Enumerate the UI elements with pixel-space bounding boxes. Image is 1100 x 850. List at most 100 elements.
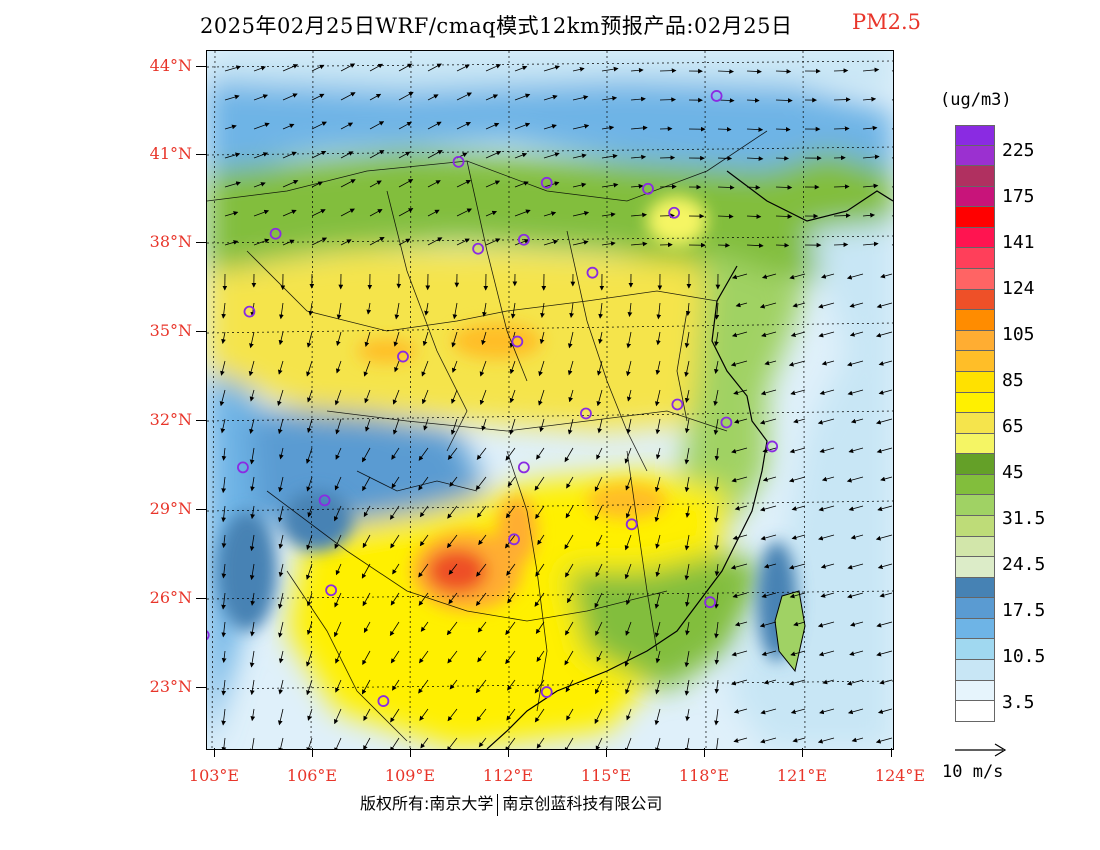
wind-arrow [880, 476, 893, 482]
city-marker [452, 155, 465, 168]
lon-tick [891, 748, 892, 757]
wind-arrow [714, 679, 720, 694]
wind-arrow [336, 302, 342, 320]
wind-arrow [311, 64, 325, 72]
wind-arrow [249, 418, 255, 435]
wind-arrow [713, 418, 719, 436]
wind-arrow [221, 505, 227, 523]
wind-arrow [278, 476, 284, 493]
wind-arrow [340, 63, 356, 72]
wind-arrow [819, 708, 835, 715]
wind-arrow [572, 153, 587, 159]
wind-arrow [362, 476, 371, 492]
colorbar-cell [955, 701, 995, 722]
wind-arrow [481, 418, 487, 431]
wind-arrow [759, 302, 777, 309]
wind-arrow [713, 360, 719, 374]
wind-arrow [278, 679, 284, 695]
wind-arrow [878, 360, 893, 366]
wind-arrow [253, 65, 266, 72]
wind-arrow [733, 708, 748, 714]
wind-arrow [655, 418, 661, 435]
wind-arrow [364, 389, 371, 404]
wind-arrow [278, 534, 284, 549]
city-marker [671, 398, 684, 411]
wind-arrow [564, 737, 574, 749]
lat-label-23: 23°N [149, 677, 192, 696]
wind-arrow [714, 708, 719, 726]
wind-arrow [630, 212, 647, 218]
wind-arrow [731, 447, 748, 454]
wind-arrow [654, 505, 661, 523]
wind-arrow [447, 505, 458, 519]
lat-tick [196, 509, 206, 510]
colorbar-cell [955, 577, 995, 599]
wind-arrow [760, 737, 777, 744]
wind-arrow [389, 621, 400, 637]
wind-arrow [596, 447, 603, 460]
lat-label-35: 35°N [149, 321, 192, 340]
wind-arrow [565, 505, 574, 519]
wind-arrow [447, 447, 458, 460]
wind-arrow [536, 447, 545, 460]
colorbar-cell [955, 515, 995, 537]
wind-arrow [627, 302, 633, 318]
wind-arrow [307, 389, 313, 403]
wind-arrow [479, 389, 487, 406]
wind-arrow [624, 447, 632, 464]
wind-arrow [393, 331, 400, 347]
wind-arrow [446, 737, 458, 749]
wind-arrow [394, 360, 400, 373]
copyright-company: 南京创蓝科技有限公司 [502, 794, 663, 813]
wind-arrow [451, 360, 458, 373]
wind-arrow [630, 154, 647, 160]
wind-arrow [334, 476, 342, 491]
wind-arrow [362, 447, 371, 463]
wind-arrow [369, 63, 384, 72]
colorbar-label: 10.5 [1002, 646, 1046, 667]
wind-arrow [456, 180, 472, 188]
colorbar-cell [955, 413, 995, 434]
colorbar-cell [955, 454, 995, 475]
wind-arrow [305, 447, 313, 464]
wind-arrow [746, 243, 764, 248]
wind-arrow [451, 331, 458, 348]
wind-arrow [418, 679, 429, 694]
wind-arrow [456, 208, 472, 217]
wind-arrow [220, 418, 226, 434]
lon-label-103: 103°E [188, 766, 240, 785]
wind-arrow [717, 126, 732, 132]
wind-arrow [746, 69, 762, 74]
city-marker [397, 350, 409, 363]
wind-arrow [369, 121, 385, 130]
colorbar-cell [955, 660, 995, 681]
wind-arrow [362, 534, 371, 549]
wind-arrow [369, 236, 385, 246]
wind-arrow [572, 67, 585, 72]
wind-arrow [427, 63, 442, 72]
wind-arrow [734, 621, 748, 627]
colorbar-cell [955, 351, 995, 372]
wind-arrow [625, 476, 632, 491]
wind-arrow [482, 302, 487, 317]
wind-arrow [485, 122, 500, 130]
colorbar-cell [955, 125, 995, 146]
wind-arrow [253, 209, 270, 217]
wind-arrow [427, 180, 441, 188]
wind-arrow [362, 592, 371, 607]
wind-arrow [306, 621, 313, 636]
wind-arrow [250, 592, 256, 606]
wind-arrow [572, 95, 589, 101]
wind-arrow [762, 447, 777, 453]
wind-arrow [419, 708, 429, 721]
wind-arrow [369, 150, 385, 159]
colorbar-cell [955, 618, 995, 640]
wind-arrow [568, 389, 574, 403]
wind-arrow [564, 650, 574, 666]
wind-arrow [340, 122, 354, 130]
wind-arrow [818, 331, 835, 338]
lon-label-112: 112°E [482, 766, 534, 785]
wind-arrow [394, 302, 400, 320]
wind-arrow [419, 650, 429, 664]
wind-arrow [340, 239, 352, 246]
